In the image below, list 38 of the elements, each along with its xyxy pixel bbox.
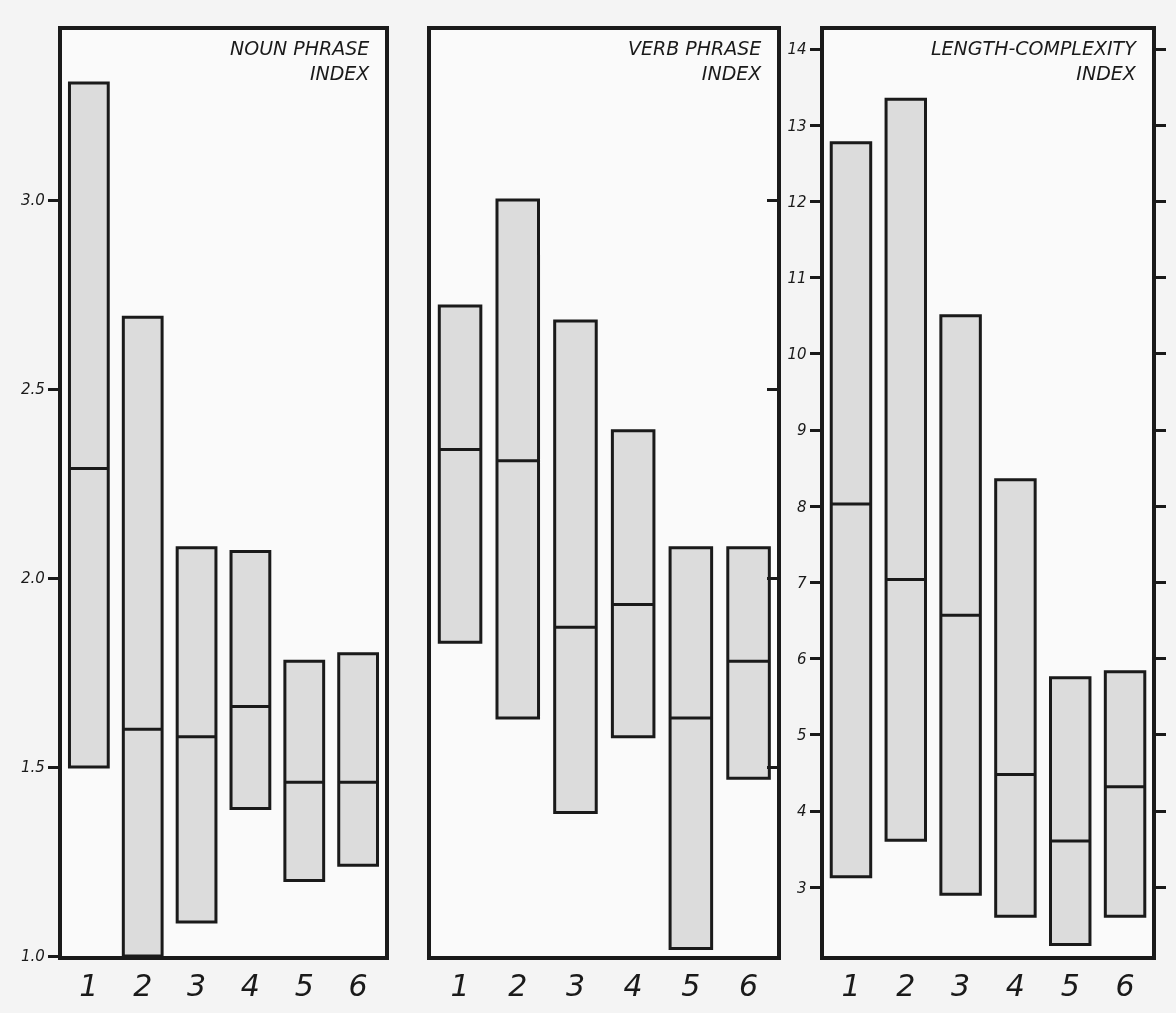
- y-tick-label: 11: [787, 268, 807, 287]
- x-tick-label: 6: [1115, 968, 1135, 1003]
- y-tick-label: 1.0: [21, 947, 45, 966]
- x-tick-label: 4: [623, 968, 643, 1003]
- y-tick-label: 14: [787, 40, 807, 59]
- x-tick-label: 3: [187, 968, 207, 1003]
- text: LENGTH-COMPLEXITY INDEX: [931, 37, 1138, 84]
- x-tick-label: 1: [79, 968, 99, 1003]
- x-tick-label: 1: [841, 968, 861, 1003]
- x-tick-label: 3: [951, 968, 971, 1003]
- y-tick-label: 13: [787, 116, 807, 135]
- x-tick-label: 2: [508, 968, 528, 1003]
- x-tick-label: 5: [681, 968, 701, 1003]
- y-tick-label: 10: [787, 345, 807, 364]
- text: VERB PHRASE INDEX: [628, 37, 763, 84]
- y-tick-label: 9: [797, 421, 807, 440]
- y-tick-label: 8: [797, 497, 807, 516]
- x-tick-label: 6: [348, 968, 368, 1003]
- y-tick-label: 7: [797, 573, 808, 592]
- y-tick-label: 1.5: [21, 758, 45, 777]
- x-tick-label: 3: [565, 968, 586, 1003]
- y-tick-label: 3.0: [21, 191, 45, 210]
- y-tick-label: 2.0: [21, 569, 45, 588]
- x-tick-label: 5: [1060, 968, 1080, 1003]
- x-tick-label: 6: [739, 968, 759, 1003]
- y-tick-label: 6: [797, 650, 807, 669]
- y-tick-label: 5: [797, 726, 807, 745]
- y-tick-label: 12: [787, 192, 807, 211]
- x-tick-label: 1: [450, 968, 470, 1003]
- x-tick-label: 4: [1005, 968, 1025, 1003]
- text: NOUN PHRASE INDEX: [230, 37, 371, 84]
- x-tick-label: 2: [133, 968, 153, 1003]
- y-tick-label: 3: [797, 878, 807, 897]
- x-tick-label: 5: [294, 968, 314, 1003]
- y-tick-label: 4: [797, 802, 807, 821]
- y-tick-label: 2.5: [21, 380, 45, 399]
- x-tick-label: 2: [896, 968, 916, 1003]
- x-tick-label: 4: [240, 968, 260, 1003]
